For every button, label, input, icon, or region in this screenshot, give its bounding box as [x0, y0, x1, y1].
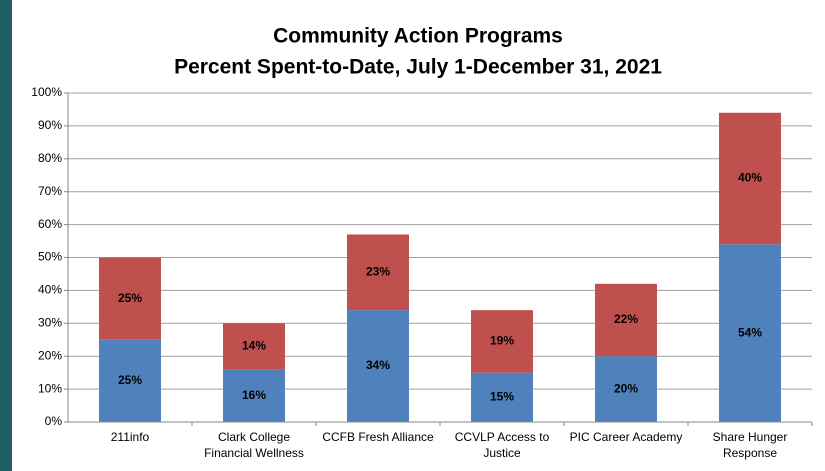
- x-tick-label: CCVLP Access to Justice: [455, 430, 550, 460]
- x-tick-label: PIC Career Academy: [570, 430, 683, 444]
- bar-segment: [719, 112, 781, 245]
- y-tick-label: 90%: [38, 118, 62, 132]
- data-label: 23%: [366, 264, 390, 278]
- bar-segment: [347, 310, 409, 422]
- x-tick-label: Clark College Financial Wellness: [204, 430, 304, 460]
- bar-segment: [471, 310, 533, 373]
- y-tick-label: 50%: [38, 250, 62, 264]
- bar-segment: [99, 339, 161, 422]
- data-label: 20%: [614, 381, 638, 395]
- bar-segment: [595, 356, 657, 422]
- bar-segment: [347, 234, 409, 311]
- y-tick-label: 40%: [38, 283, 62, 297]
- data-label: 14%: [242, 339, 266, 353]
- bar-segment: [595, 283, 657, 357]
- y-tick-label: 0%: [45, 414, 63, 428]
- x-tick-label: 211info: [111, 430, 150, 444]
- chart-title: Community Action Programs: [273, 25, 563, 48]
- bar-segment: [99, 257, 161, 340]
- y-tick-label: 60%: [38, 217, 62, 231]
- data-label: 54%: [738, 325, 762, 339]
- data-label: 34%: [366, 358, 390, 372]
- bar-segment: [223, 323, 285, 370]
- y-tick-label: 100%: [31, 85, 62, 99]
- x-tick-label: Share Hunger Response: [713, 430, 788, 460]
- x-tick-label: CCFB Fresh Alliance: [322, 430, 434, 444]
- bar-segment: [719, 244, 781, 422]
- y-tick-label: 70%: [38, 184, 62, 198]
- y-tick-label: 80%: [38, 151, 62, 165]
- bar-segment: [223, 369, 285, 422]
- data-label: 16%: [242, 388, 266, 402]
- y-tick-label: 20%: [38, 348, 62, 362]
- y-tick-label: 10%: [38, 381, 62, 395]
- bar-segment: [471, 372, 533, 422]
- data-label: 15%: [490, 389, 514, 403]
- data-label: 22%: [614, 312, 638, 326]
- data-label: 19%: [490, 334, 514, 348]
- chart-subtitle: Percent Spent-to-Date, July 1-December 3…: [174, 56, 662, 79]
- data-label: 25%: [118, 291, 142, 305]
- data-label: 40%: [738, 171, 762, 185]
- y-tick-label: 30%: [38, 315, 62, 329]
- data-label: 25%: [118, 373, 142, 387]
